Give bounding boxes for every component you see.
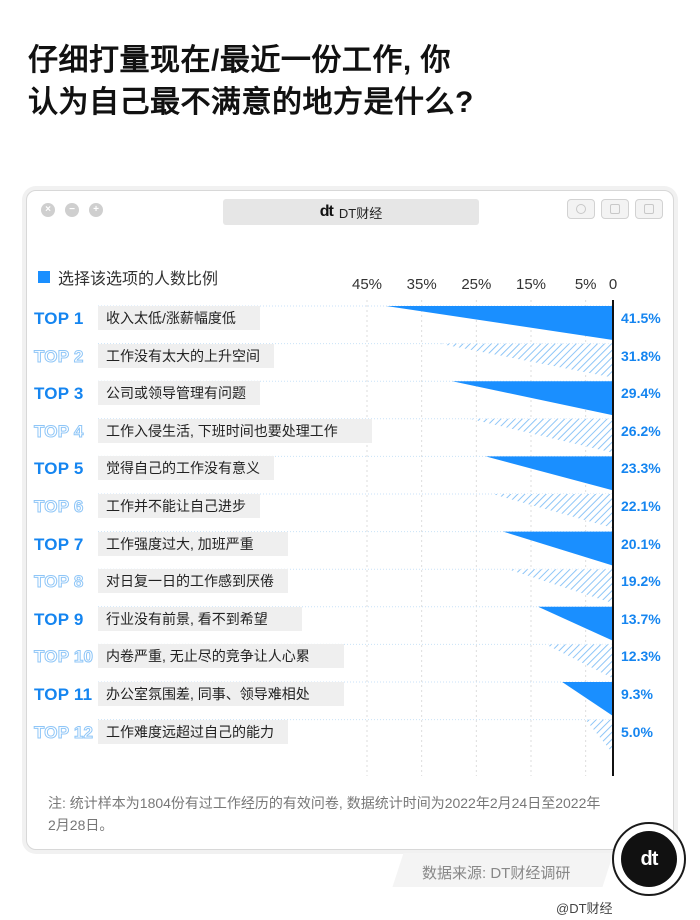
value-label: 41.5% — [621, 310, 661, 326]
footnote: 注: 统计样本为1804份有过工作经历的有效问卷, 数据统计时间为2022年2月… — [48, 795, 601, 833]
title-line-2: 认为自己最不满意的地方是什么? — [28, 86, 474, 119]
rank-label: TOP 11 — [34, 685, 93, 704]
x-tick-label: 15% — [515, 276, 547, 293]
rank-label: TOP 6 — [34, 497, 84, 517]
bar — [492, 494, 613, 528]
bar — [538, 606, 613, 641]
rank-label: TOP 9 — [34, 609, 84, 629]
bar — [469, 418, 613, 453]
window-tab[interactable]: dt DT财经 — [223, 199, 479, 225]
x-tick-label: 35% — [406, 276, 437, 293]
category-label: 觉得自己的工作没有意义 — [98, 456, 274, 481]
category-label: 工作入侵生活, 下班时间也要处理工作 — [98, 418, 372, 443]
share-button[interactable] — [601, 199, 629, 219]
watermark: @DT财经 — [556, 901, 613, 916]
category-label: 收入太低/涨薪幅度低 — [98, 306, 260, 330]
category-label: 办公室氛围差, 同事、领导难相处 — [98, 682, 344, 706]
category-label: 工作难度远超过自己的能力 — [98, 719, 288, 744]
page-title: 仔细打量现在/最近一份工作, 你 认为自己最不满意的地方是什么? — [28, 40, 668, 124]
value-label: 19.2% — [621, 573, 661, 590]
x-tick-label: 5% — [574, 276, 597, 293]
x-tick-label: 25% — [461, 276, 492, 293]
rank-label: TOP 5 — [34, 459, 84, 479]
bar — [386, 306, 613, 340]
value-label: 22.1% — [621, 498, 661, 514]
value-label: 13.7% — [621, 610, 661, 627]
value-label: 26.2% — [621, 422, 661, 439]
minimize-icon[interactable]: − — [65, 203, 79, 217]
dt-badge: dt — [612, 822, 686, 896]
bar — [562, 682, 613, 716]
category-label: 公司或领导管理有问题 — [98, 381, 260, 406]
bar — [452, 381, 613, 416]
legend-swatch — [38, 271, 50, 283]
x-tick-label: 45% — [351, 276, 383, 293]
category-label: 内卷严重, 无止尽的竞争让人心累 — [98, 644, 344, 669]
record-button[interactable] — [567, 199, 595, 219]
rank-label: TOP 2 — [34, 346, 84, 366]
value-label: 29.4% — [621, 385, 661, 402]
close-icon[interactable]: × — [41, 203, 55, 217]
maximize-icon[interactable]: + — [89, 203, 103, 217]
copy-button[interactable] — [635, 199, 663, 219]
window-titlebar: × − + dt DT财经 — [27, 191, 673, 231]
bar — [439, 343, 613, 378]
category-label: 工作强度过大, 加班严重 — [98, 531, 288, 556]
value-label: 23.3% — [621, 460, 661, 477]
value-label: 9.3% — [621, 686, 653, 702]
category-label: 行业没有前景, 看不到希望 — [98, 606, 302, 631]
rank-label: TOP 10 — [33, 647, 94, 667]
value-label: 31.8% — [621, 347, 661, 364]
category-label: 对日复一日的工作感到厌倦 — [98, 569, 288, 594]
value-label: 12.3% — [621, 648, 661, 665]
legend-label: 选择该选项的人数比例 — [58, 271, 219, 288]
rank-label: TOP 8 — [34, 572, 84, 592]
bar — [508, 569, 613, 604]
rank-label: TOP 4 — [34, 421, 84, 441]
value-label: 5.0% — [621, 723, 653, 740]
x-tick-label: 0 — [608, 276, 618, 293]
bar — [585, 719, 613, 754]
title-line-1: 仔细打量现在/最近一份工作, 你 — [28, 44, 452, 77]
bar — [545, 644, 613, 679]
window-tab-name: DT财经 — [338, 205, 383, 221]
rank-label: TOP 7 — [34, 534, 84, 554]
value-label: 20.1% — [621, 535, 661, 552]
bar — [485, 456, 613, 491]
chart-legend: 选择该选项的人数比例 — [38, 265, 218, 289]
rank-label: TOP 1 — [34, 309, 84, 328]
rank-label: TOP 3 — [34, 384, 84, 404]
dt-logo-icon: dt — [319, 203, 334, 220]
bar — [503, 531, 613, 566]
rank-label: TOP 12 — [33, 722, 94, 742]
category-label: 工作没有太大的上升空间 — [98, 343, 274, 368]
data-source: 数据来源: DT财经调研 — [422, 865, 571, 882]
dt-badge-logo-icon: dt — [621, 831, 677, 887]
category-label: 工作并不能让自己进步 — [98, 494, 260, 518]
